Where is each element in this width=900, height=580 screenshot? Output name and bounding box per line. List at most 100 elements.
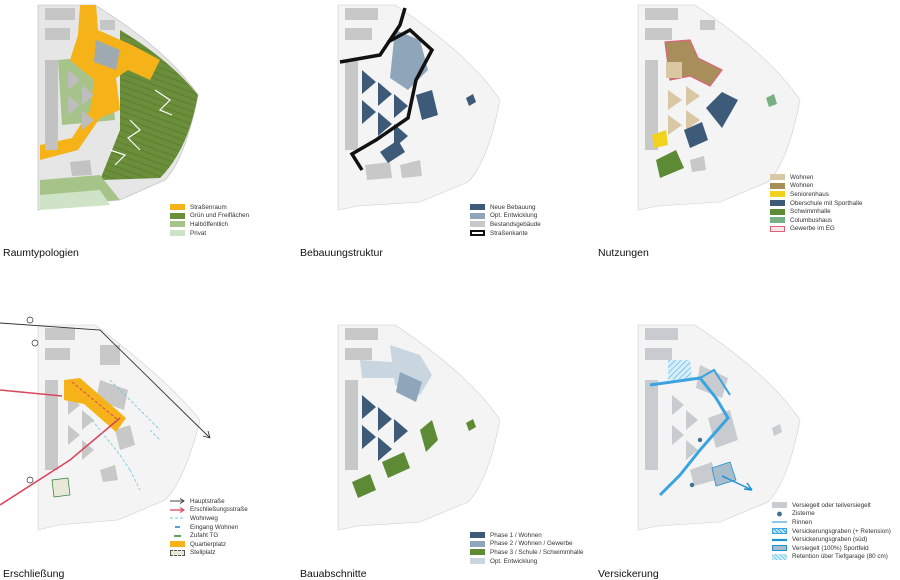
legend-item: Seniorenhaus	[770, 190, 862, 199]
legend-bebauungstruktur: Neue Bebauung Opt. Entwicklung Bestandsg…	[470, 203, 541, 237]
legend-label: Versiegelt (100%) Sportfeld	[792, 544, 869, 552]
legend-versickerung: Versiegelt oder teilversiegelt Zisterne …	[772, 501, 891, 561]
caption-raumtypologien: Raumtypologien	[3, 247, 79, 259]
legend-label: Wohnweg	[190, 514, 218, 522]
legend-label: Wohnen	[790, 182, 814, 190]
legend-item: Zufaht TG	[170, 531, 248, 540]
legend-swatch	[470, 532, 485, 539]
caption-nutzungen: Nutzungen	[598, 247, 649, 259]
legend-item: Opt. Entwicklung	[470, 212, 541, 221]
legend-bauabschnitte: Phase 1 / Wohnen Phase 2 / Wohnen / Gewe…	[470, 531, 583, 565]
legend-label: Quartierplatz	[190, 540, 227, 548]
legend-label: Phase 3 / Schule / Schwimmhalle	[490, 548, 584, 556]
legend-label: Phase 2 / Wohnen / Gewerbe	[490, 540, 573, 548]
panel-bebauungstruktur-map	[337, 4, 501, 211]
legend-item: Hauptstraße	[170, 497, 248, 506]
legend-label: Zisterne	[792, 510, 815, 518]
legend-item: Grün und Freiflächen	[170, 212, 249, 221]
legend-swatch	[170, 541, 185, 548]
legend-swatch	[470, 549, 485, 556]
legend-label: Versickerungsgraben (süd)	[792, 536, 868, 544]
legend-item: Versiegelt (100%) Sportfeld	[772, 544, 891, 553]
legend-swatch	[770, 174, 785, 181]
legend-swatch	[770, 225, 785, 232]
legend-item: Wohnen	[770, 173, 862, 182]
legend-item: Neue Bebauung	[470, 203, 541, 212]
legend-label: Grün und Freiflächen	[190, 212, 250, 220]
legend-item: Retention über Tiefgarage (80 cm)	[772, 553, 891, 562]
legend-label: Erschließungsstraße	[190, 506, 248, 514]
legend-label: Straßenkante	[490, 229, 528, 237]
caption-erschliessung: Erschließung	[3, 568, 65, 580]
south-trench-line-icon	[772, 538, 787, 541]
legend-swatch	[772, 502, 787, 509]
legend-swatch	[770, 217, 785, 224]
entrance-marker-icon	[175, 526, 180, 528]
legend-label: Hauptstraße	[190, 497, 225, 505]
legend-swatch	[470, 558, 485, 565]
legend-swatch	[770, 191, 785, 198]
legend-item: Halböffentlich	[170, 220, 249, 229]
panel-raumtypologien-map	[37, 4, 199, 211]
legend-item: Schwimmhalle	[770, 207, 862, 216]
legend-label: Versickerungsgraben (+ Retension)	[792, 527, 891, 535]
legend-erschliessung: Hauptstraße Erschließungsstraße Wohnweg …	[170, 497, 248, 557]
legend-item: Phase 3 / Schule / Schwimmhalle	[470, 548, 583, 557]
legend-swatch	[170, 549, 185, 556]
legend-item: Straßenkante	[470, 229, 541, 238]
panel-erschliessung-map	[0, 316, 211, 531]
legend-label: Straßenraum	[190, 203, 227, 211]
legend-swatch	[470, 221, 485, 228]
legend-label: Opt. Entwicklung	[490, 557, 538, 565]
legend-item: Oberschule mit Sporthalle	[770, 199, 862, 208]
legend-item: Quartierplatz	[170, 540, 248, 549]
legend-item: Bestandsgebäude	[470, 220, 541, 229]
legend-label: Columbushaus	[790, 216, 833, 224]
legend-item: Privat	[170, 229, 249, 238]
legend-swatch	[170, 212, 185, 219]
legend-swatch	[470, 230, 485, 237]
legend-label: Halböffentlich	[190, 220, 229, 228]
caption-bauabschnitte: Bauabschnitte	[300, 568, 367, 580]
legend-label: Versiegelt oder teilversiegelt	[792, 501, 871, 509]
legend-swatch	[470, 212, 485, 219]
legend-swatch	[772, 545, 787, 552]
garage-access-icon	[174, 534, 181, 537]
legend-item: Versickerungsgraben (süd)	[772, 535, 891, 544]
legend-item: Columbushaus	[770, 216, 862, 225]
panel-nutzungen-map	[637, 4, 801, 211]
legend-item: Eingang Wohnen	[170, 523, 248, 532]
legend-item: Wohnweg	[170, 514, 248, 523]
legend-item: Erschließungsstraße	[170, 506, 248, 515]
legend-item: Rinnen	[772, 518, 891, 527]
legend-swatch	[770, 208, 785, 215]
legend-raumtypologien: Straßenraum Grün und Freiflächen Halböff…	[170, 203, 249, 237]
legend-item: Phase 1 / Wohnen	[470, 531, 583, 540]
legend-swatch	[772, 528, 787, 535]
legend-label: Gewerbe im EG	[790, 225, 835, 233]
legend-label: Stellplatz	[190, 549, 216, 557]
legend-item: Gewerbe im EG	[770, 225, 862, 234]
legend-label: Retention über Tiefgarage (80 cm)	[792, 553, 888, 561]
legend-label: Privat	[190, 229, 207, 237]
legend-swatch	[770, 182, 785, 189]
legend-label: Schwimmhalle	[790, 208, 831, 216]
legend-swatch	[170, 221, 185, 228]
gutter-line-icon	[772, 521, 787, 523]
legend-item: Opt. Entwicklung	[470, 557, 583, 566]
legend-label: Oberschule mit Sporthalle	[790, 199, 863, 207]
legend-label: Seniorenhaus	[790, 190, 829, 198]
main-road-arrow-icon	[170, 498, 185, 505]
legend-swatch	[770, 200, 785, 207]
footpath-line-icon	[170, 517, 185, 519]
legend-label: Phase 1 / Wohnen	[490, 531, 542, 539]
legend-label: Neue Bebauung	[490, 203, 536, 211]
legend-item: Zisterne	[772, 510, 891, 519]
legend-label: Eingang Wohnen	[190, 523, 239, 531]
cistern-dot-icon	[777, 511, 782, 517]
panel-bauabschnitte-map	[337, 324, 501, 531]
legend-swatch	[170, 230, 185, 237]
legend-swatch	[170, 204, 185, 211]
legend-label: Bestandsgebäude	[490, 220, 541, 228]
